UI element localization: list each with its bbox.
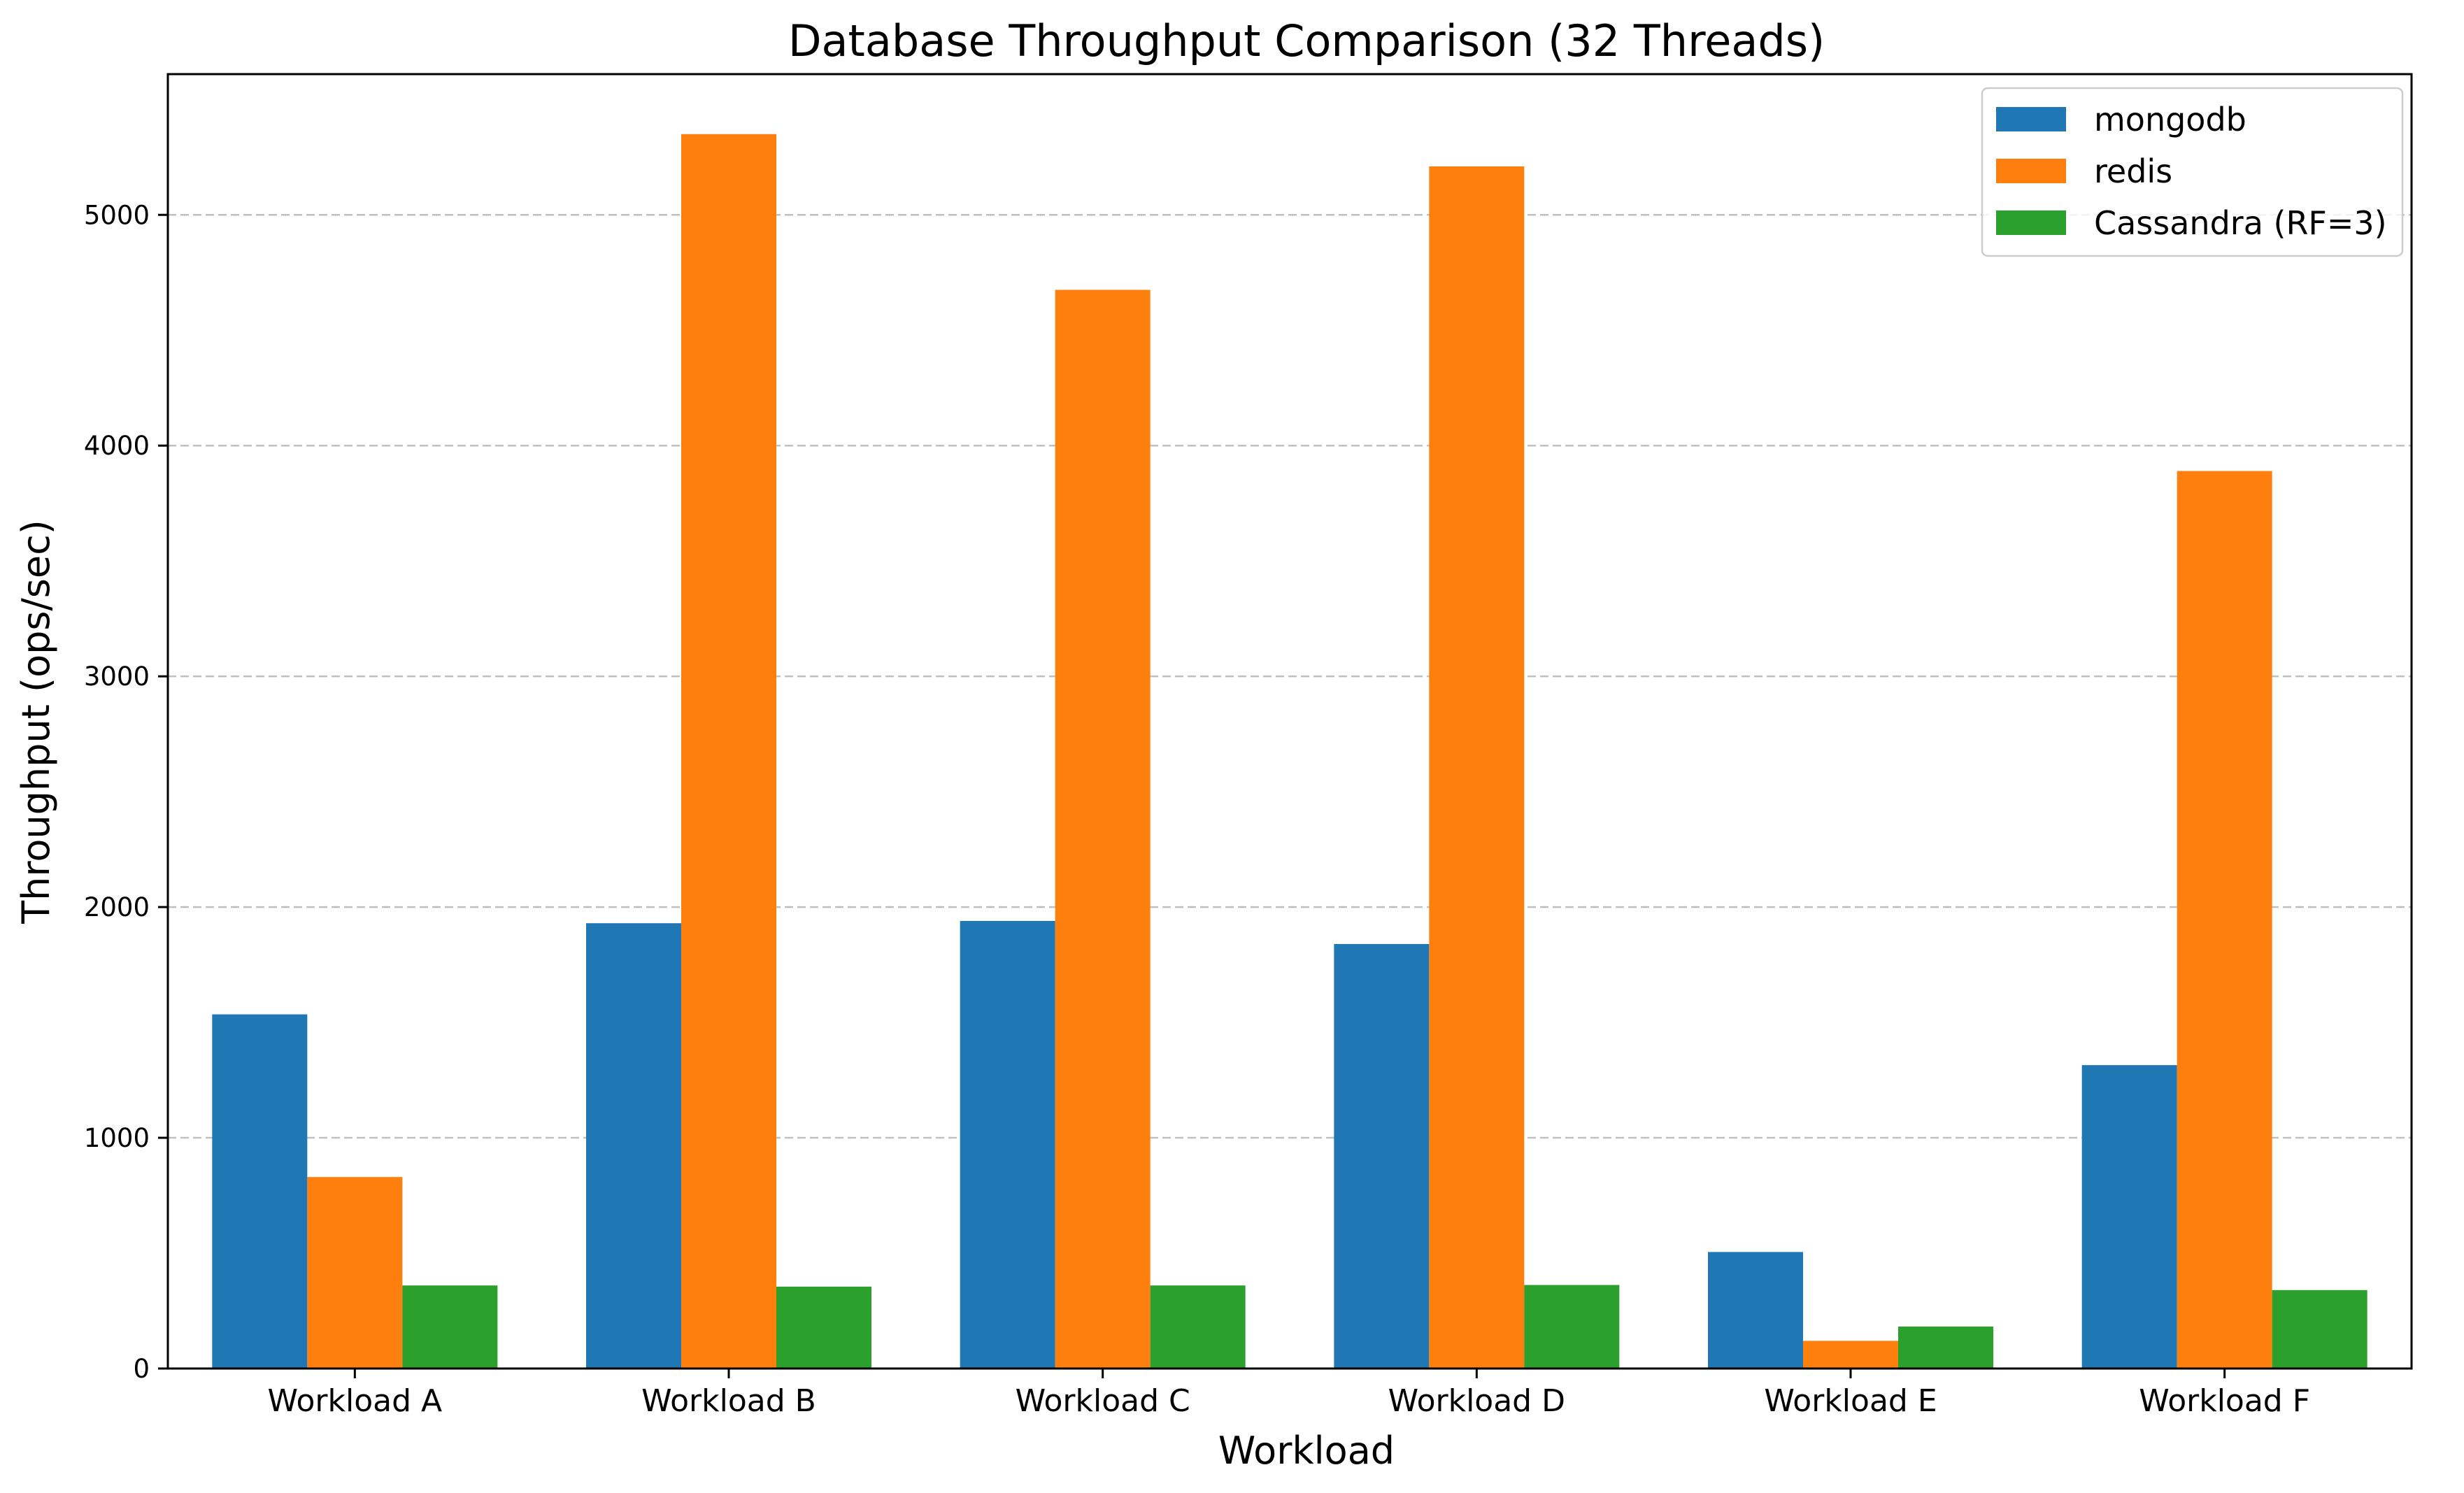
bar-cassandra-rf-3-5 [1898, 1326, 1993, 1369]
y-tick-label: 3000 [84, 662, 150, 692]
legend: mongodb redis Cassandra (RF=3) [1981, 87, 2404, 257]
bar-cassandra-rf-3-1 [402, 1285, 498, 1369]
x-axis-label: Workload [1218, 1429, 1395, 1473]
y-tick-label: 1000 [84, 1123, 150, 1153]
bar-mongodb-5 [1708, 1252, 1803, 1369]
bar-redis-3 [1055, 290, 1151, 1369]
legend-label: redis [2094, 152, 2172, 190]
y-tick-label: 2000 [84, 892, 150, 922]
bar-redis-2 [681, 134, 776, 1369]
x-tick-label: Workload A [268, 1383, 443, 1419]
bar-mongodb-2 [586, 923, 681, 1369]
bar-redis-4 [1429, 166, 1525, 1369]
bar-mongodb-1 [212, 1014, 308, 1369]
bar-cassandra-rf-3-3 [1150, 1285, 1246, 1369]
y-tick-label: 0 [133, 1354, 150, 1384]
y-axis-ticks: 0 1000 2000 3000 4000 5000 [84, 200, 168, 1384]
y-tick-label: 4000 [84, 431, 150, 461]
bar-cassandra-rf-3-6 [2272, 1290, 2367, 1369]
plot-frame [166, 73, 2413, 1370]
legend-swatch [1996, 159, 2066, 183]
bars [212, 134, 2367, 1369]
bar-redis-6 [2177, 471, 2272, 1369]
x-tick-label: Workload B [641, 1383, 816, 1419]
legend-box [1981, 87, 2404, 257]
y-tick-label: 5000 [84, 200, 150, 230]
bar-mongodb-6 [2081, 1065, 2177, 1369]
y-axis-label: Throughput (ops/sec) [14, 520, 58, 924]
x-tick-label: Workload D [1388, 1383, 1565, 1419]
bar-cassandra-rf-3-2 [776, 1286, 871, 1369]
bar-cassandra-rf-3-4 [1524, 1285, 1620, 1369]
x-axis-ticks: Workload A Workload B Workload C Workload D… [268, 1369, 2310, 1419]
chart-title: Database Throughput Comparison (32 Threa… [788, 15, 1825, 66]
bar-mongodb-4 [1334, 943, 1430, 1369]
legend-label: mongodb [2094, 101, 2246, 138]
x-tick-label: Workload F [2139, 1383, 2310, 1419]
legend-swatch [1996, 210, 2066, 235]
x-tick-label: Workload C [1016, 1383, 1190, 1419]
legend-swatch [1996, 107, 2066, 131]
legend-label: Cassandra (RF=3) [2094, 204, 2387, 242]
x-tick-label: Workload E [1764, 1383, 1937, 1419]
bar-redis-1 [307, 1177, 403, 1369]
bar-mongodb-3 [960, 920, 1055, 1369]
bar-redis-5 [1803, 1341, 1898, 1369]
